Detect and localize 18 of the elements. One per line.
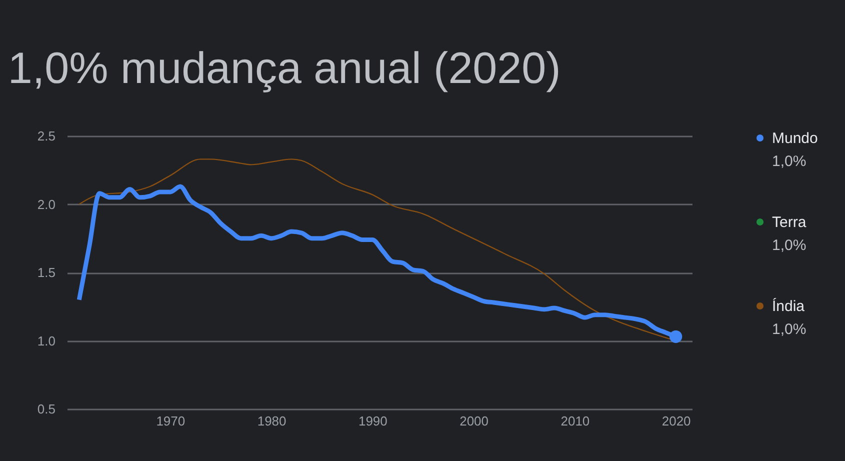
- x-tick-label: 2000: [460, 414, 489, 428]
- y-tick-label: 1.5: [37, 265, 56, 280]
- legend-label: Índia: [772, 297, 806, 315]
- x-tick-label: 1980: [257, 414, 286, 428]
- legend-label: Mundo: [772, 130, 818, 147]
- y-tick-label: 2.5: [37, 128, 56, 144]
- text: 1,0%: [772, 153, 806, 170]
- x-tick-label: 1990: [358, 414, 388, 428]
- text: 1,0%: [772, 321, 806, 338]
- y-tick-label: 2.0: [37, 196, 56, 212]
- x-tick-label: 2020: [662, 414, 691, 428]
- y-tick-label: 1.0: [37, 333, 56, 348]
- legend-label: Terra: [772, 214, 807, 231]
- chart-title: 1,0% mudança anual (2020): [8, 44, 561, 93]
- x-tick-label: 2010: [560, 414, 590, 428]
- x-tick-label: 1970: [156, 414, 186, 428]
- y-tick-label: 0.5: [37, 402, 56, 416]
- text: 1,0%: [772, 237, 806, 254]
